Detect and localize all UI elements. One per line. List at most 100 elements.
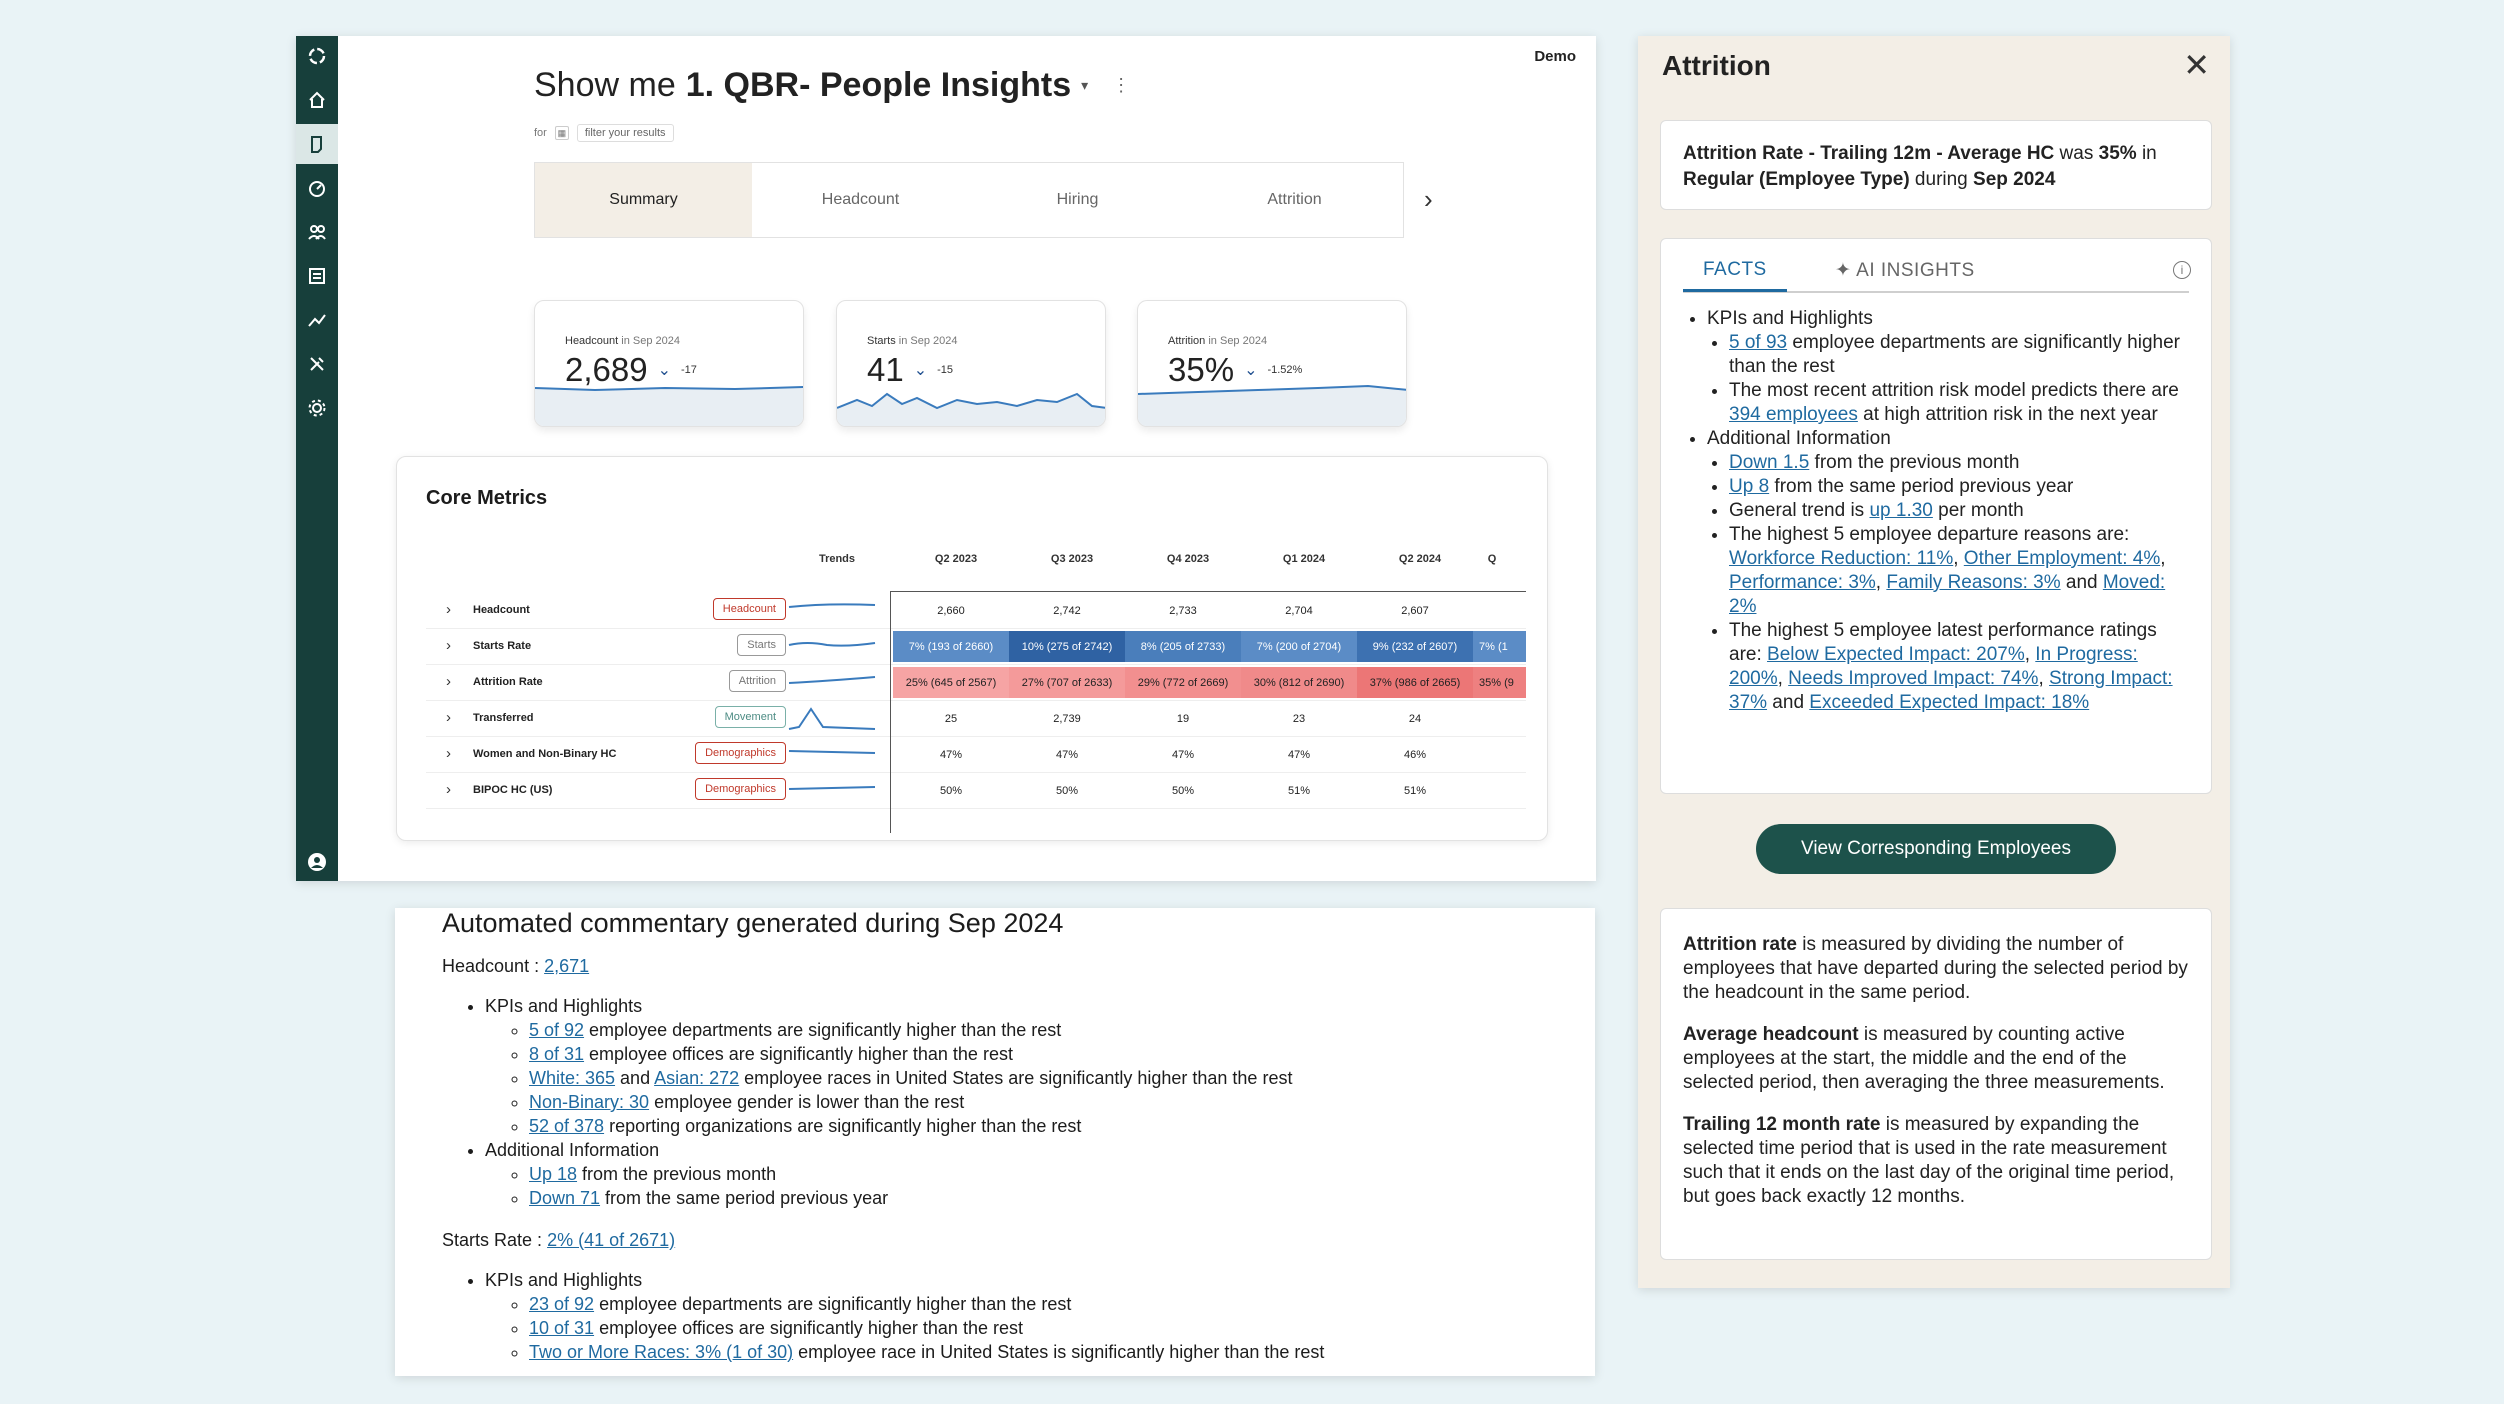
close-icon[interactable]: ✕ <box>2183 47 2210 83</box>
tab-facts[interactable]: FACTS <box>1683 259 1787 292</box>
list-item: The highest 5 employee latest performanc… <box>1729 619 2187 715</box>
tab-ai-insights[interactable]: ✦ AI INSIGHTS <box>1835 260 1975 281</box>
table-cell: 50% <box>939 784 963 797</box>
user-icon[interactable] <box>296 842 338 882</box>
tools-icon[interactable] <box>296 344 338 384</box>
metric-tag[interactable]: Demographics <box>695 742 786 764</box>
trend-sparkline <box>788 603 876 608</box>
table-cell: 47% <box>1287 748 1311 761</box>
summary-text: Attrition Rate - Trailing 12m - Average … <box>1683 143 2157 190</box>
table-cell: 7% (1 <box>1473 631 1526 662</box>
column-header[interactable]: Q4 2023 <box>1166 553 1210 565</box>
info-icon[interactable]: i <box>2173 261 2191 279</box>
table-cell: 30% (812 of 2690) <box>1241 667 1357 698</box>
table-row[interactable]: › BIPOC HC (US) Demographics 50% 50% 50%… <box>426 773 1526 809</box>
chevron-down-icon: ⌄ <box>1244 362 1258 379</box>
definition: Average headcount is measured by countin… <box>1683 1024 2165 1093</box>
table-cell: 2,607 <box>1401 604 1429 617</box>
table-row[interactable]: › Starts Rate Starts 7% (193 of 2660) 10… <box>426 629 1526 665</box>
list-item: Down 71 from the same period previous ye… <box>529 1186 1292 1210</box>
table-cell: 51% <box>1287 784 1311 797</box>
table-cell: 27% (707 of 2633) <box>1009 667 1125 698</box>
metric-tag[interactable]: Attrition <box>728 670 786 692</box>
chevron-down-icon: ⌄ <box>913 362 928 379</box>
metric-tag[interactable]: Headcount <box>712 598 786 620</box>
more-options-icon[interactable]: ⋮ <box>1112 75 1131 95</box>
tab-hiring[interactable]: Hiring <box>1056 191 1099 208</box>
chevron-right-icon[interactable]: › <box>446 673 451 690</box>
report-name[interactable]: 1. QBR- People Insights <box>685 66 1072 104</box>
kpi-label: Attrition in Sep 2024 <box>1168 335 1268 347</box>
starts-link[interactable]: 2% (41 of 2671) <box>547 1230 676 1250</box>
gauge-icon[interactable] <box>296 168 338 208</box>
chevron-right-icon[interactable]: › <box>446 601 451 618</box>
headcount-heading: Headcount : 2,671 <box>442 956 590 976</box>
table-cell: 2,742 <box>1053 604 1081 617</box>
list-item: 5 of 92 employee departments are signifi… <box>529 1018 1292 1042</box>
starts-list: KPIs and Highlights 23 of 92 employee de… <box>485 1268 1324 1364</box>
tab-attrition[interactable]: Attrition <box>1267 191 1322 208</box>
chevron-right-icon[interactable]: › <box>446 745 451 762</box>
headcount-link[interactable]: 2,671 <box>544 956 590 976</box>
home-icon[interactable] <box>296 80 338 120</box>
demo-label[interactable]: Demo <box>1534 48 1576 65</box>
column-header[interactable]: Q3 2023 <box>1050 553 1094 565</box>
people-icon[interactable] <box>296 212 338 252</box>
commentary-title: Automated commentary generated during Se… <box>442 908 1064 938</box>
chevron-down-icon[interactable]: ▾ <box>1081 77 1089 93</box>
table-row[interactable]: › Headcount Headcount 2,660 2,742 2,733 … <box>426 593 1526 629</box>
logo-icon[interactable] <box>296 36 338 76</box>
tab-headcount[interactable]: Headcount <box>821 191 900 208</box>
list-item: Up 18 from the previous month <box>529 1162 1292 1186</box>
attrition-panel: Attrition ✕ Attrition Rate - Trailing 12… <box>1638 36 2230 1288</box>
table-cell: 46% <box>1403 748 1427 761</box>
column-header[interactable]: Q2 2024 <box>1398 553 1442 565</box>
kpi-delta: -17 <box>681 364 697 376</box>
column-header[interactable]: Q <box>1487 553 1497 565</box>
kpi-card-starts[interactable]: Starts in Sep 2024 41 ⌄ -15 <box>836 300 1106 427</box>
headcount-list: KPIs and Highlights 5 of 92 employee dep… <box>485 994 1292 1210</box>
kpi-sparkline <box>1138 384 1406 426</box>
chevron-right-icon[interactable]: › <box>446 781 451 798</box>
list-icon[interactable] <box>296 256 338 296</box>
trend-sparkline <box>788 707 876 730</box>
trend-sparkline <box>788 642 876 647</box>
table-cell: 23 <box>1292 712 1306 725</box>
trend-sparkline <box>788 676 876 684</box>
sparkle-icon: ✦ <box>1835 260 1852 281</box>
chevron-right-icon[interactable]: › <box>446 709 451 726</box>
summary-box: Attrition Rate - Trailing 12m - Average … <box>1660 120 2212 210</box>
list-item: Non-Binary: 30 employee gender is lower … <box>529 1090 1292 1114</box>
panel-title: Attrition <box>1662 50 1771 81</box>
metric-tag[interactable]: Starts <box>737 634 786 656</box>
column-header[interactable]: Q1 2024 <box>1282 553 1326 565</box>
kpi-value: 41 ⌄ -15 <box>867 351 954 388</box>
tab-bar: Summary Headcount Hiring Attrition <box>534 162 1404 238</box>
table-row[interactable]: › Attrition Rate Attrition 25% (645 of 2… <box>426 665 1526 701</box>
table-cell: 50% <box>1171 784 1195 797</box>
divider <box>890 591 1526 592</box>
table-row[interactable]: › Women and Non-Binary HC Demographics 4… <box>426 737 1526 773</box>
kpi-value: 2,689 ⌄ -17 <box>565 351 697 388</box>
table-row[interactable]: › Transferred Movement 25 2,739 19 23 24 <box>426 701 1526 737</box>
report-icon[interactable] <box>296 124 338 164</box>
table-cell: 19 <box>1176 712 1190 725</box>
starts-heading: Starts Rate : 2% (41 of 2671) <box>442 1230 676 1250</box>
kpi-card-attrition[interactable]: Attrition in Sep 2024 35% ⌄ -1.52% <box>1137 300 1407 427</box>
metric-tag[interactable]: Demographics <box>695 778 786 800</box>
chevron-right-icon[interactable]: › <box>446 637 451 654</box>
metric-tag[interactable]: Movement <box>714 706 786 728</box>
list-item: General trend is up 1.30 per month <box>1729 499 2187 523</box>
column-header[interactable]: Q2 2023 <box>934 553 978 565</box>
section-title: Core Metrics <box>426 487 548 509</box>
analytics-icon[interactable] <box>296 300 338 340</box>
filter-input[interactable]: filter your results <box>576 124 674 142</box>
chevron-right-icon[interactable]: › <box>1424 184 1433 214</box>
calendar-icon[interactable]: ▦ <box>554 126 569 140</box>
view-employees-button[interactable]: View Corresponding Employees <box>1756 824 2116 874</box>
core-metrics-card: Core Metrics Trends Q2 2023 Q3 2023 Q4 2… <box>396 456 1548 841</box>
tab-summary[interactable]: Summary <box>535 163 752 237</box>
settings-icon[interactable] <box>296 388 338 428</box>
list-item: Additional Information Up 18 from the pr… <box>485 1138 1292 1210</box>
kpi-card-headcount[interactable]: Headcount in Sep 2024 2,689 ⌄ -17 <box>534 300 804 427</box>
